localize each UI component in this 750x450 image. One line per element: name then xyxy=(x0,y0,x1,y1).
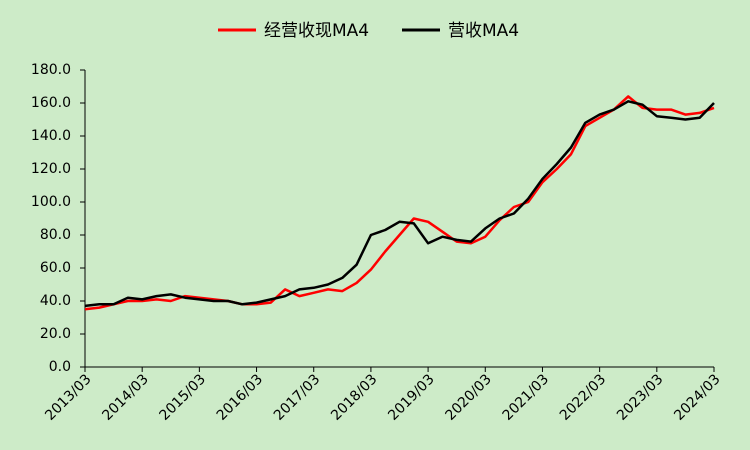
x-tick-label: 2016/03 xyxy=(214,371,266,423)
x-tick-label: 2015/03 xyxy=(157,371,209,423)
series-line xyxy=(84,95,715,311)
y-tick-label: 20.0 xyxy=(40,326,71,342)
x-tick-label: 2013/03 xyxy=(42,371,94,423)
x-tick-label: 2021/03 xyxy=(500,371,552,423)
legend-label: 营收MA4 xyxy=(448,21,519,41)
x-tick-label: 2023/03 xyxy=(614,371,666,423)
y-tick-label: 60.0 xyxy=(40,260,71,276)
x-tick-label: 2014/03 xyxy=(99,371,151,423)
y-tick-label: 140.0 xyxy=(31,128,71,144)
y-tick-label: 100.0 xyxy=(31,194,71,210)
legend-label: 经营收现MA4 xyxy=(264,21,369,41)
y-tick-label: 40.0 xyxy=(40,293,71,309)
series-line xyxy=(84,100,715,308)
y-tick-label: 180.0 xyxy=(31,62,71,78)
x-tick-label: 2022/03 xyxy=(557,371,609,423)
y-tick-label: 160.0 xyxy=(31,95,71,111)
x-tick-label: 2017/03 xyxy=(271,371,323,423)
y-tick-label: 120.0 xyxy=(31,161,71,177)
x-tick-label: 2019/03 xyxy=(385,371,437,423)
x-tick-label: 2024/03 xyxy=(671,371,723,423)
y-tick-label: 0.0 xyxy=(49,359,71,375)
y-tick-label: 80.0 xyxy=(40,227,71,243)
x-tick-label: 2020/03 xyxy=(442,371,494,423)
x-tick-label: 2018/03 xyxy=(328,371,380,423)
